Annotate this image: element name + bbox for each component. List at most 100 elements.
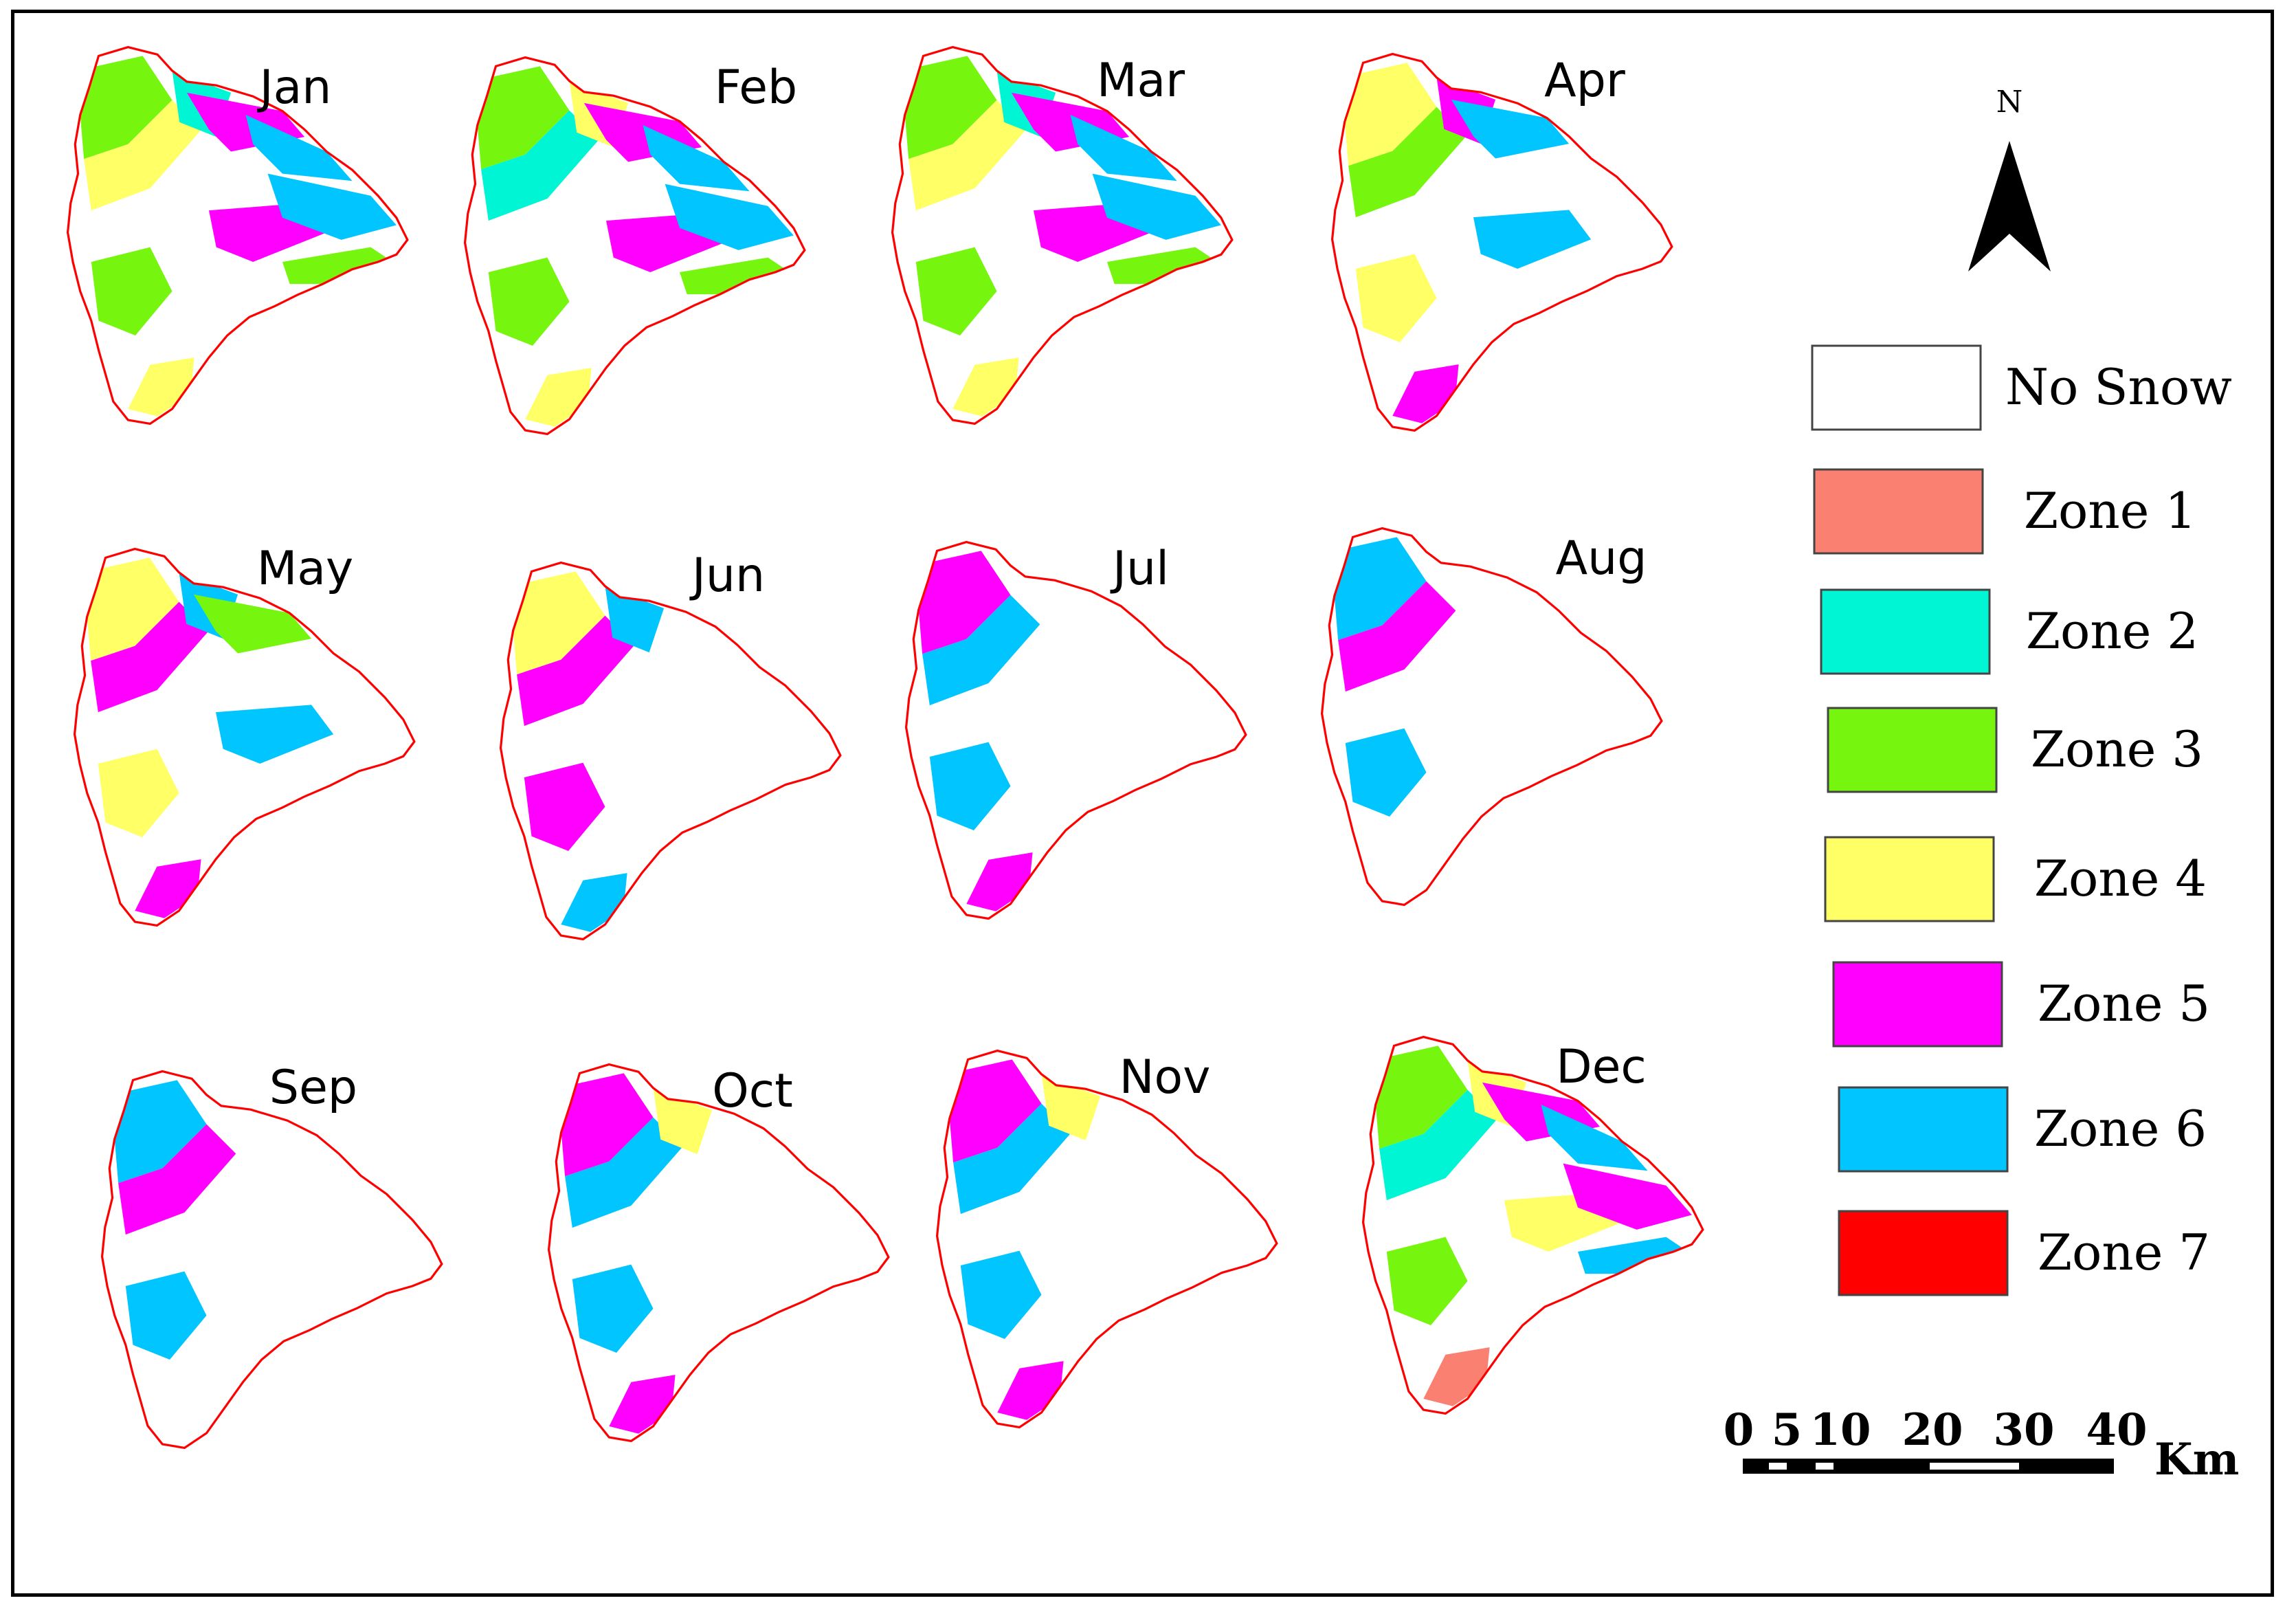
snow-patch-zone6 [960, 1250, 1042, 1339]
snow-patch-zone5 [915, 551, 1011, 654]
snow-patch-zone4 [909, 100, 1027, 211]
snow-patch-zone6 [1451, 99, 1570, 159]
month-title-sep: Sep [269, 1061, 357, 1115]
snow-patch-zone3 [193, 594, 312, 654]
legend-swatch-zone2 [1820, 588, 1991, 675]
legend-swatch-zone5 [1832, 961, 2003, 1048]
snow-patch-zone6 [922, 595, 1040, 706]
legend: No Snow Zone 1 Zone 2 Zone 3 Zone 4 Zone 5 Zon… [1811, 344, 2232, 1296]
month-map-sep [100, 1070, 443, 1450]
legend-label-zone3: Zone 3 [2031, 720, 2203, 778]
month-title-nov: Nov [1119, 1050, 1211, 1105]
snow-patch-zone3 [1372, 1045, 1468, 1149]
month-title-apr: Apr [1544, 54, 1625, 108]
snow-patch-zone6 [1473, 210, 1592, 269]
snow-patch-zone4 [509, 571, 605, 675]
snow-patch-zone6 [1092, 173, 1221, 240]
snow-patch-zone5 [524, 762, 605, 851]
snow-patch-zone3 [680, 257, 790, 295]
month-title-feb: Feb [715, 60, 797, 115]
month-map-oct [547, 1063, 890, 1443]
snow-patch-zone6 [245, 115, 353, 181]
legend-label-zone2: Zone 2 [2026, 602, 2198, 660]
month-map-feb [463, 56, 806, 436]
month-title-dec: Dec [1556, 1040, 1647, 1094]
snow-patch-zone6 [1070, 115, 1177, 181]
snow-patch-zone4 [98, 749, 179, 837]
legend-label-zone4: Zone 4 [2034, 850, 2207, 907]
month-title-aug: Aug [1556, 531, 1647, 586]
snow-patch-zone6 [643, 125, 750, 192]
snow-patch-zone5 [1563, 1163, 1692, 1230]
legend-swatch-zone3 [1827, 707, 1998, 793]
snow-patch-zone5 [517, 615, 635, 727]
month-map-jul [904, 540, 1247, 920]
snow-patch-zone4 [83, 557, 179, 661]
scale-unit: Km [2154, 1434, 2239, 1485]
scale-tick-0: 0 [1724, 1404, 1754, 1456]
legend-swatch-zone7 [1838, 1210, 2009, 1296]
snow-patch-zone3 [1348, 107, 1467, 218]
figure-frame [11, 10, 2274, 1597]
scale-tick-10: 10 [1809, 1404, 1871, 1456]
snow-zone-layer [915, 551, 1040, 911]
month-map-jan [66, 45, 409, 425]
legend-swatch-none [1811, 344, 1982, 431]
snow-patch-zone6 [111, 1080, 207, 1184]
scale-tick-30: 30 [1993, 1404, 2054, 1456]
snow-patch-zone4 [1355, 254, 1437, 343]
snow-patch-zone5 [1338, 581, 1456, 692]
snow-zone-layer [557, 1073, 713, 1434]
snow-patch-zone6 [605, 586, 665, 653]
snow-patch-zone6 [125, 1271, 207, 1360]
snow-patch-zone6 [565, 1117, 683, 1228]
month-title-jun: Jun [689, 549, 765, 603]
snow-patch-zone5 [118, 1124, 236, 1235]
legend-swatch-zone6 [1838, 1086, 2009, 1173]
north-arrow: N [1968, 85, 2051, 272]
north-arrow-label: N [1996, 85, 2023, 120]
snow-patch-zone5 [946, 1059, 1042, 1163]
scale-bar-base [1743, 1459, 2114, 1474]
month-map-dec [1361, 1035, 1704, 1415]
snow-patch-zone3 [1107, 247, 1218, 285]
snow-patch-zone5 [557, 1073, 654, 1177]
snow-patch-zone6 [953, 1103, 1071, 1215]
snow-patch-zone6 [267, 173, 397, 240]
scale-tick-20: 20 [1902, 1404, 1963, 1456]
month-map-apr [1330, 52, 1673, 432]
scale-bar: 0 5 10 20 30 40 Km [1724, 1404, 2240, 1485]
north-arrow-left-half [1968, 141, 2009, 272]
snow-patch-zone4 [84, 100, 202, 211]
month-title-jan: Jan [257, 60, 332, 115]
legend-swatch-zone4 [1824, 836, 1995, 922]
month-map-mar [891, 45, 1234, 425]
legend-swatch-zone1 [1813, 468, 1984, 555]
snow-patch-zone6 [1330, 537, 1427, 641]
month-map-may [73, 547, 416, 927]
scale-tick-5: 5 [1772, 1404, 1803, 1456]
monthly-maps: Jan Feb Mar Apr May Jun Jul Aug Sep Oct Nov Dec [66, 45, 1704, 1450]
snow-patch-zone6 [216, 705, 334, 764]
month-map-aug [1320, 527, 1663, 907]
north-arrow-right-half [2009, 141, 2051, 272]
snow-zone-layer [1341, 63, 1592, 423]
snow-patch-zone3 [915, 247, 997, 336]
snow-zone-layer [1330, 537, 1456, 817]
snow-zone-layer [901, 56, 1221, 417]
snow-patch-zone3 [473, 66, 570, 170]
snow-patch-zone4 [1041, 1074, 1101, 1141]
month-map-nov [935, 1049, 1278, 1429]
snow-patch-zone6 [572, 1264, 654, 1353]
snow-patch-zone2 [1379, 1089, 1497, 1201]
snow-patch-zone6 [929, 742, 1011, 830]
legend-label-zone7: Zone 7 [2038, 1224, 2210, 1281]
snow-patch-zone3 [91, 247, 172, 336]
snow-patch-zone5 [91, 601, 209, 713]
month-title-oct: Oct [712, 1064, 793, 1118]
snow-patch-zone3 [76, 56, 172, 159]
snow-patch-zone6 [665, 184, 794, 250]
scale-tick-40: 40 [2086, 1404, 2147, 1456]
snow-patch-zone3 [1386, 1237, 1468, 1325]
